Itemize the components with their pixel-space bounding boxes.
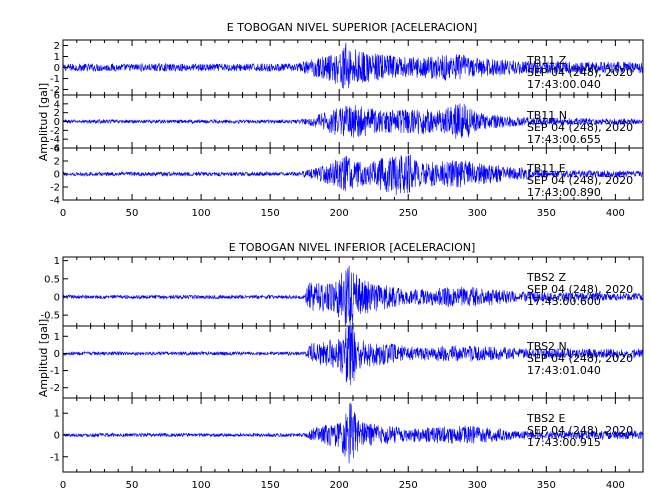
y-tick-label: 0 <box>54 292 60 303</box>
y-tick-label: 0 <box>54 63 60 74</box>
x-axis: 0 50 100 150 200 250 300 350 400 <box>60 257 644 491</box>
waveform-trace <box>62 42 644 89</box>
channel-date: SEP 04 (248), 2020 <box>527 283 633 296</box>
y-tick-label: -0.5 <box>40 311 60 322</box>
channel-time: 17:43:00.890 <box>527 186 601 199</box>
y-tick-label: 4 <box>54 144 60 155</box>
y-tick-label: -6 <box>50 144 60 155</box>
waveform-trace <box>62 154 644 196</box>
channel-time: 17:43:00.915 <box>527 436 601 449</box>
x-tick-label: 300 <box>468 480 487 491</box>
lower-seismogram-panel: E TOBOGAN NIVEL INFERIOR [ACELERACION] A… <box>37 241 644 491</box>
x-tick-label: 150 <box>261 208 280 219</box>
channel-label: TB11 E <box>526 162 566 175</box>
y-tick-label: -2 <box>50 183 60 194</box>
waveform-trace <box>62 402 644 464</box>
x-tick-label: 150 <box>261 480 280 491</box>
channel-date: SEP 04 (248), 2020 <box>527 66 633 79</box>
x-tick-label: 250 <box>399 480 418 491</box>
x-tick-label: 400 <box>606 480 625 491</box>
channel-time: 17:43:00.040 <box>527 78 601 91</box>
x-tick-label: 100 <box>192 480 211 491</box>
y-tick-label: -2 <box>50 85 60 96</box>
channel-time: 17:43:00.600 <box>527 295 601 308</box>
x-tick-label: 0 <box>60 480 66 491</box>
y-tick-label: 0 <box>54 431 60 442</box>
y-tick-label: -1 <box>50 74 60 85</box>
y-tick-label: 1 <box>54 52 60 63</box>
x-tick-label: 400 <box>606 208 625 219</box>
y-tick-label: 2 <box>54 157 60 168</box>
channel-time: 17:43:00.655 <box>527 133 601 146</box>
x-tick-label: 100 <box>192 208 211 219</box>
y-tick-label: -4 <box>50 135 60 146</box>
upper-y-axis-label: Amplitud [gal] <box>37 83 50 161</box>
x-tick-label: 50 <box>126 480 139 491</box>
upper-chart-title: E TOBOGAN NIVEL SUPERIOR [ACELERACION] <box>227 21 477 34</box>
y-tick-label: 1 <box>54 409 60 420</box>
upper-seismogram-panel: E TOBOGAN NIVEL SUPERIOR [ACELERACION] A… <box>37 21 644 219</box>
lower-y-axis-label: Amplitud [gal] <box>37 319 50 397</box>
x-tick-label: 50 <box>126 208 139 219</box>
x-tick-label: 350 <box>537 208 556 219</box>
x-tick-label: 0 <box>60 208 66 219</box>
y-tick-label: -2 <box>50 126 60 137</box>
waveform-trace <box>62 103 644 139</box>
x-tick-label: 200 <box>330 480 349 491</box>
channel-label: TBS2 Z <box>526 271 567 284</box>
channel-date: SEP 04 (248), 2020 <box>527 352 633 365</box>
y-tick-label: 0 <box>54 349 60 360</box>
channel-time: 17:43:01.040 <box>527 364 601 377</box>
x-tick-label: 200 <box>330 208 349 219</box>
channel-date: SEP 04 (248), 2020 <box>527 121 633 134</box>
lower-chart-title: E TOBOGAN NIVEL INFERIOR [ACELERACION] <box>229 241 476 254</box>
channel-date: SEP 04 (248), 2020 <box>527 424 633 437</box>
y-tick-label: 6 <box>54 91 60 102</box>
y-tick-label: 1 <box>54 332 60 343</box>
y-tick-label: 4 <box>54 99 60 110</box>
y-tick-label: -2 <box>50 383 60 394</box>
channel-label: TB11 Z <box>526 54 567 67</box>
y-tick-label: 0 <box>54 117 60 128</box>
y-tick-label: 2 <box>54 108 60 119</box>
y-tick-label: 0.5 <box>44 274 60 285</box>
y-tick-label: -4 <box>50 196 60 207</box>
channel-date: SEP 04 (248), 2020 <box>527 174 633 187</box>
x-tick-label: 250 <box>399 208 418 219</box>
y-tick-label: -1 <box>50 452 60 463</box>
y-tick-label: 0 <box>54 170 60 181</box>
x-tick-label: 350 <box>537 480 556 491</box>
channel-label: TBS2 N <box>526 340 567 353</box>
x-tick-label: 300 <box>468 208 487 219</box>
channel-label: TBS2 E <box>526 412 566 425</box>
y-tick-label: -1 <box>50 366 60 377</box>
channel-label: TB11 N <box>526 109 567 122</box>
x-axis: 0 50 100 150 200 250 300 350 400 <box>60 40 644 219</box>
waveform-trace <box>62 265 644 327</box>
y-tick-label: 1 <box>54 256 60 267</box>
y-tick-label: 2 <box>54 41 60 52</box>
